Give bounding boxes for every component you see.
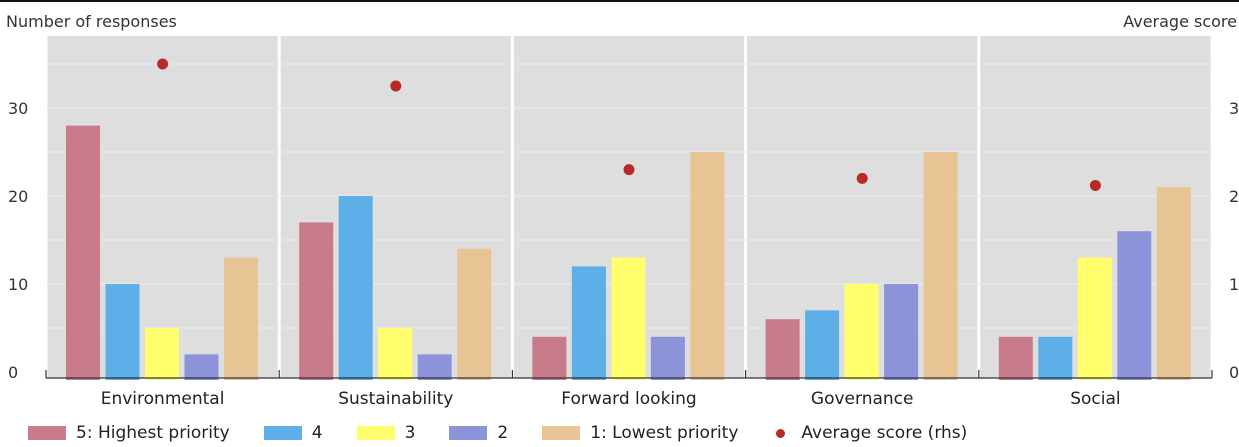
bar-environmental-series-2: [145, 328, 179, 380]
legend-label: 2: [497, 423, 509, 443]
bars: [66, 125, 1191, 380]
bar-social-series-1: [1038, 336, 1073, 380]
bar-forward-looking-series-0: [532, 336, 567, 380]
category-label: Sustainability: [338, 389, 453, 409]
bar-forward-looking-series-4: [690, 152, 725, 380]
y-tick-label-right: 1: [1229, 275, 1239, 294]
bar-forward-looking-series-3: [650, 336, 685, 380]
y-tick-label-left: 30: [8, 99, 28, 118]
bar-environmental-series-0: [66, 125, 100, 380]
bar-sustainability-series-2: [378, 328, 413, 380]
legend-item-4: 1: Lowest priority: [542, 423, 738, 443]
y-tick-label-left: 20: [8, 187, 28, 206]
bar-governance-series-4: [923, 152, 958, 380]
bar-social-series-4: [1156, 187, 1191, 380]
legend-label: 3: [404, 423, 416, 443]
average-score-point-social: [1089, 179, 1101, 191]
legend: 5: Highest priority 4 3 2 1: Lowest priority…: [28, 423, 1001, 443]
bar-sustainability-series-4: [457, 248, 492, 380]
y-tick-label-left: 10: [8, 275, 28, 294]
bar-social-series-3: [1117, 231, 1152, 380]
legend-label: 5: Highest priority: [76, 423, 230, 443]
legend-swatch: [449, 426, 488, 440]
legend-item-0: 5: Highest priority: [28, 423, 230, 443]
category-label: Environmental: [101, 389, 225, 409]
axes: Environmental Sustainability Forward looki…: [8, 99, 1239, 409]
bar-governance-series-0: [765, 319, 800, 380]
y-axis-label-right: Average score: [1123, 12, 1237, 31]
bar-environmental-series-4: [224, 257, 258, 380]
legend-item-average: Average score (rhs): [772, 423, 967, 443]
bar-environmental-series-3: [184, 354, 219, 380]
legend-swatch: [356, 426, 395, 440]
bar-environmental-series-1: [105, 284, 140, 380]
legend-item-3: 2: [449, 423, 508, 443]
category-label: Governance: [811, 389, 914, 409]
average-score-point-environmental: [157, 58, 169, 70]
bar-social-series-2: [1077, 257, 1112, 380]
average-score-point-governance: [856, 172, 868, 184]
legend-label: 1: Lowest priority: [590, 423, 739, 443]
y-tick-label-right: 0: [1229, 363, 1239, 382]
y-tick-label-right: 3: [1229, 99, 1239, 118]
average-score-points: [157, 58, 1101, 191]
legend-item-1: 4: [263, 423, 323, 443]
top-rule: [0, 0, 1239, 2]
legend-item-2: 3: [356, 423, 416, 443]
bar-chart: Environmental Sustainability Forward looki…: [8, 36, 1239, 409]
legend-dot-marker: [776, 428, 786, 438]
category-label: Social: [1070, 389, 1120, 409]
legend-swatch: [542, 426, 581, 440]
bar-social-series-0: [998, 336, 1033, 380]
y-tick-label-left: 0: [8, 363, 18, 382]
y-tick-label-right: 2: [1229, 187, 1239, 206]
legend-swatch: [28, 426, 66, 440]
legend-label: Average score (rhs): [801, 423, 968, 443]
y-axis-label-left: Number of responses: [6, 12, 177, 31]
bar-forward-looking-series-2: [611, 257, 646, 380]
bar-governance-series-2: [844, 284, 879, 380]
legend-label: 4: [311, 423, 323, 443]
category-label: Forward looking: [561, 389, 696, 409]
average-score-point-forward-looking: [623, 164, 635, 176]
bar-sustainability-series-3: [417, 354, 452, 380]
bar-governance-series-3: [884, 284, 919, 380]
bar-sustainability-series-1: [338, 196, 373, 380]
legend-swatch: [263, 426, 302, 440]
bar-governance-series-1: [805, 310, 840, 380]
average-score-point-sustainability: [390, 80, 402, 92]
bar-sustainability-series-0: [299, 222, 334, 380]
bar-forward-looking-series-1: [571, 266, 606, 380]
